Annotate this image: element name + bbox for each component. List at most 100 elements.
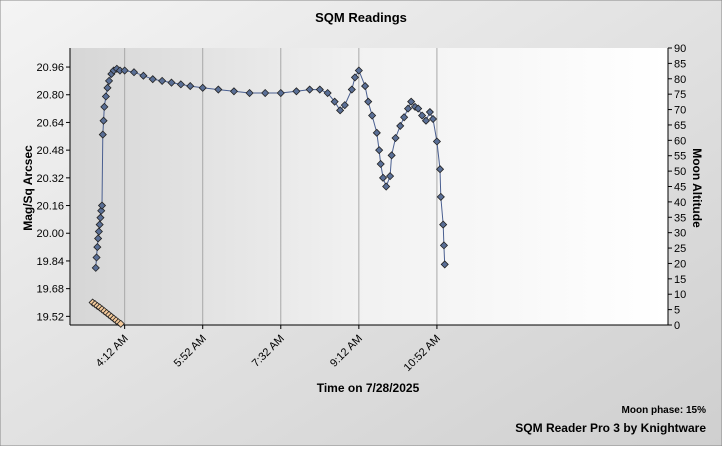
y2-axis-label: Moon Altitude	[690, 148, 704, 228]
data-point	[94, 227, 103, 236]
data-point	[432, 137, 441, 146]
y-tick-label: 19.52	[36, 311, 64, 323]
data-point	[99, 116, 108, 125]
y2-tick-label: 15	[674, 274, 686, 286]
y2-tick-label: 30	[674, 228, 686, 240]
data-point	[120, 66, 129, 75]
data-point	[93, 243, 102, 252]
data-point	[261, 88, 270, 98]
data-point	[439, 241, 449, 250]
data-point	[340, 101, 349, 110]
y-tick-label: 20.32	[36, 173, 64, 185]
y2-tick-label: 40	[674, 197, 686, 209]
data-point	[167, 78, 176, 87]
chart-title: SQM Readings	[315, 10, 407, 25]
data-point	[315, 85, 324, 94]
y-tick-label: 20.00	[36, 228, 64, 240]
data-point	[330, 97, 339, 106]
data-point	[292, 87, 301, 96]
data-point	[214, 85, 223, 94]
data-point	[382, 182, 391, 191]
data-point	[92, 253, 101, 262]
data-point	[176, 80, 185, 89]
y-tick-label: 20.96	[36, 62, 64, 74]
y-axis-label: Mag/Sq Arcsec	[21, 145, 35, 231]
y2-tick-label: 5	[674, 305, 680, 317]
y-tick-label: 19.68	[36, 284, 64, 296]
data-point	[407, 97, 416, 106]
data-point	[378, 173, 388, 182]
data-point	[361, 82, 370, 91]
moon-phase: Moon phase: 15%	[622, 405, 707, 416]
data-point	[96, 213, 105, 222]
series-line	[95, 68, 446, 268]
data-point	[347, 85, 356, 94]
data-point	[400, 113, 409, 122]
data-point	[421, 116, 431, 125]
data-point	[425, 107, 434, 117]
y2-tick-label: 90	[674, 43, 686, 55]
data-point	[129, 68, 139, 77]
y2-tick-label: 50	[674, 166, 686, 178]
y2-tick-label: 85	[674, 58, 686, 70]
data-point	[375, 146, 384, 155]
y2-tick-label: 10	[674, 289, 686, 301]
data-point	[229, 87, 239, 96]
data-point	[350, 73, 360, 82]
data-point	[276, 88, 285, 98]
data-point	[186, 82, 195, 91]
data-point	[104, 76, 114, 85]
data-point	[414, 104, 423, 113]
brand: SQM Reader Pro 3 by Knightware	[515, 421, 706, 435]
y2-tick-label: 75	[674, 89, 686, 101]
y2-tick-label: 70	[674, 105, 686, 117]
y2-tick-label: 55	[674, 151, 686, 163]
y-tick-label: 20.80	[36, 90, 64, 102]
data-point	[386, 172, 395, 181]
data-point	[148, 75, 157, 84]
data-point	[372, 128, 381, 137]
x-axis-label: Time on 7/28/2025	[317, 381, 420, 395]
data-point	[97, 201, 107, 210]
data-point	[245, 88, 254, 98]
data-point	[396, 121, 405, 130]
data-point	[435, 165, 445, 174]
y2-tick-label: 60	[674, 135, 686, 147]
y-tick-label: 20.16	[36, 201, 64, 213]
data-point	[97, 206, 106, 215]
y2-tick-label: 25	[674, 243, 686, 255]
data-point	[439, 220, 448, 229]
data-point	[116, 319, 125, 328]
data-point	[364, 97, 373, 106]
data-point	[198, 83, 207, 92]
data-point	[323, 88, 332, 98]
data-point	[403, 104, 413, 113]
y-tick-label: 20.48	[36, 145, 64, 157]
y2-tick-label: 35	[674, 212, 686, 224]
y2-tick-label: 80	[674, 74, 686, 86]
data-point	[91, 263, 100, 272]
data-point	[440, 260, 449, 269]
data-point	[94, 234, 103, 243]
data-point	[418, 111, 427, 120]
data-point	[101, 92, 110, 101]
data-point	[387, 151, 396, 160]
data-point	[100, 102, 109, 111]
data-point	[354, 66, 363, 75]
y2-tick-label: 20	[674, 258, 686, 270]
data-point	[376, 159, 385, 169]
y2-tick-label: 0	[674, 320, 680, 332]
data-point	[158, 76, 167, 85]
data-point	[95, 220, 104, 229]
data-point	[436, 192, 445, 201]
y2-tick-label: 65	[674, 120, 686, 132]
data-point	[428, 114, 438, 124]
data-point	[139, 71, 148, 80]
plot-area	[70, 48, 668, 325]
data-point	[336, 106, 345, 115]
data-point	[368, 111, 377, 120]
y-tick-label: 20.64	[36, 117, 64, 129]
data-point	[103, 83, 112, 92]
data-point	[391, 133, 400, 143]
